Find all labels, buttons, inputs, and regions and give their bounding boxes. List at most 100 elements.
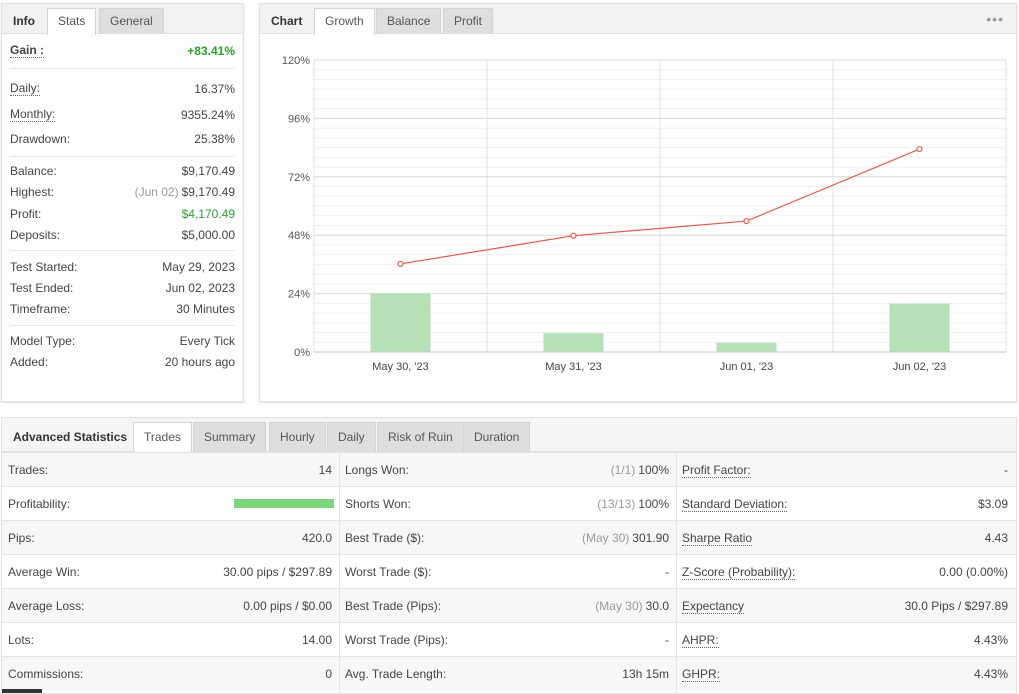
stat-label: Test Started: xyxy=(10,260,78,274)
tab-hourly[interactable]: Hourly xyxy=(269,422,326,452)
stat-value: 25.38% xyxy=(194,132,235,146)
tab-growth[interactable]: Growth xyxy=(314,8,375,35)
divider xyxy=(10,325,235,326)
stat-value-wrap: (May 30) 301.90 xyxy=(582,521,669,555)
stat-value: May 29, 2023 xyxy=(162,260,235,274)
table-row: Trades: 14 Longs Won: (1/1) 100% Profit Facto… xyxy=(2,452,1016,486)
advanced-statistics-title: Advanced Statistics xyxy=(13,430,128,444)
stat-value: 30 Minutes xyxy=(176,302,235,316)
stat-value-wrap: - xyxy=(662,555,669,589)
stat-label[interactable]: Monthly: xyxy=(10,107,56,122)
stat-label-text[interactable]: Profit Factor: xyxy=(682,463,751,478)
stat-daily: Daily: 16.37% xyxy=(10,80,235,98)
y-tick-label: 48% xyxy=(288,230,310,242)
stat-label: Pips: xyxy=(8,531,35,545)
stat-value: 100% xyxy=(638,497,669,511)
tab-profit[interactable]: Profit xyxy=(443,8,494,34)
tab-info[interactable]: Info xyxy=(13,14,35,28)
stat-label[interactable]: AHPR: xyxy=(682,623,719,657)
stat-label-text[interactable]: Sharpe Ratio xyxy=(682,531,753,546)
stat-label: Commissions: xyxy=(8,667,84,681)
stat-value: 30.00 pips / $297.89 xyxy=(223,565,332,579)
scrollbar-thumb[interactable] xyxy=(2,689,42,693)
stat-value: 100% xyxy=(638,463,669,477)
stat-value: - xyxy=(1004,463,1008,477)
stat-label: Worst Trade ($): xyxy=(345,565,432,579)
stat-label: Average Loss: xyxy=(8,599,85,613)
stat-label[interactable]: Profit Factor: xyxy=(682,453,751,487)
stat-balance: Balance: $9,170.49 xyxy=(10,162,235,180)
stat-value-wrap: 13h 15m xyxy=(619,657,669,691)
stat-prefix: (1/1) xyxy=(610,463,636,477)
divider xyxy=(10,250,235,251)
stat-value-wrap: (1/1) 100% xyxy=(611,453,669,487)
stat-label[interactable]: Sharpe Ratio xyxy=(682,521,753,555)
table-row: Pips: 420.0 Best Trade ($): (May 30) 301.90 S… xyxy=(2,520,1016,554)
stat-value: - xyxy=(665,565,669,579)
stat-label: Longs Won: xyxy=(345,463,409,477)
stat-value: $9,170.49 xyxy=(181,185,235,199)
growth-point xyxy=(397,260,404,268)
stat-value: 30.0 xyxy=(645,599,669,613)
stat-value: Jun 02, 2023 xyxy=(165,281,235,295)
bar xyxy=(716,342,777,352)
stat-value: 14 xyxy=(318,463,332,477)
tab-summary[interactable]: Summary xyxy=(193,422,267,452)
stat-value: $9,170.49 xyxy=(181,164,235,178)
tab-balance[interactable]: Balance xyxy=(376,8,442,34)
stat-value: $4,170.49 xyxy=(181,207,235,221)
stat-label: Profit: xyxy=(10,207,42,221)
y-tick-label: 96% xyxy=(288,113,310,125)
stat-prefix: (May 30) xyxy=(595,599,643,613)
stat-value: 4.43% xyxy=(973,667,1008,681)
x-tick-label: May 31, '23 xyxy=(545,361,602,373)
y-tick-label: 120% xyxy=(282,55,310,67)
divider xyxy=(10,156,235,157)
stat-value: 4.43 xyxy=(984,531,1008,545)
stat-value: 4.43% xyxy=(973,633,1008,647)
stat-prefix: (May 30) xyxy=(581,531,630,545)
advanced-tabbar: Advanced Statistics Trades Summary Hourl… xyxy=(2,418,1016,453)
tab-daily[interactable]: Daily xyxy=(327,422,376,452)
stat-label-text[interactable]: Z-Score (Probability): xyxy=(682,565,796,580)
chart-panel: Chart Growth Balance Profit ••• 120% 96% 7… xyxy=(259,3,1017,402)
stat-timeframe: Timeframe: 30 Minutes xyxy=(10,300,235,318)
stat-label-text[interactable]: Expectancy xyxy=(682,599,745,614)
stat-label[interactable]: Standard Deviation: xyxy=(682,487,788,521)
tab-trades[interactable]: Trades xyxy=(133,422,192,453)
stat-label: Avg. Trade Length: xyxy=(345,667,447,681)
stat-label-text[interactable]: GHPR: xyxy=(682,667,721,682)
tab-general[interactable]: General xyxy=(99,8,164,34)
stat-value: 9355.24% xyxy=(180,108,235,122)
stat-value-wrap: (Jun 02) $9,170.49 xyxy=(135,183,235,201)
stat-label: Best Trade (Pips): xyxy=(345,599,442,613)
y-tick-label: 24% xyxy=(288,289,310,301)
stat-label[interactable]: Z-Score (Probability): xyxy=(682,555,796,589)
stats-tabbar: Info Stats General xyxy=(2,4,243,35)
growth-point xyxy=(570,232,577,239)
tab-chart[interactable]: Chart xyxy=(271,14,303,28)
more-dots-icon[interactable]: ••• xyxy=(986,11,1004,27)
stat-label[interactable]: Expectancy xyxy=(682,589,745,623)
table-row: Commissions: 0 Avg. Trade Length: 13h 15m GH… xyxy=(2,656,1016,690)
tab-risk-of-ruin[interactable]: Risk of Ruin xyxy=(377,422,464,452)
stat-model-type: Model Type: Every Tick xyxy=(10,332,235,350)
stat-label[interactable]: GHPR: xyxy=(682,657,721,691)
growth-point xyxy=(916,145,923,153)
tab-stats[interactable]: Stats xyxy=(47,8,97,35)
stat-value: 301.90 xyxy=(632,531,669,545)
stat-value: $3.09 xyxy=(977,497,1008,511)
table-row: Profitability: Shorts Won: (13/13) 100% Stan… xyxy=(2,486,1016,520)
stat-label: Deposits: xyxy=(10,228,61,242)
stat-label[interactable]: Daily: xyxy=(10,81,41,96)
growth-point xyxy=(743,217,750,225)
stat-value: $5,000.00 xyxy=(181,228,235,242)
stat-label[interactable]: Gain : xyxy=(10,43,45,58)
stat-label: Balance: xyxy=(10,164,57,178)
stat-value: Every Tick xyxy=(179,334,235,348)
stat-value: 30.0 Pips / $297.89 xyxy=(904,599,1008,613)
stat-label: Worst Trade (Pips): xyxy=(345,633,449,647)
stat-label-text[interactable]: Standard Deviation: xyxy=(682,497,788,512)
tab-duration[interactable]: Duration xyxy=(463,422,531,452)
stat-label-text[interactable]: AHPR: xyxy=(682,633,719,648)
